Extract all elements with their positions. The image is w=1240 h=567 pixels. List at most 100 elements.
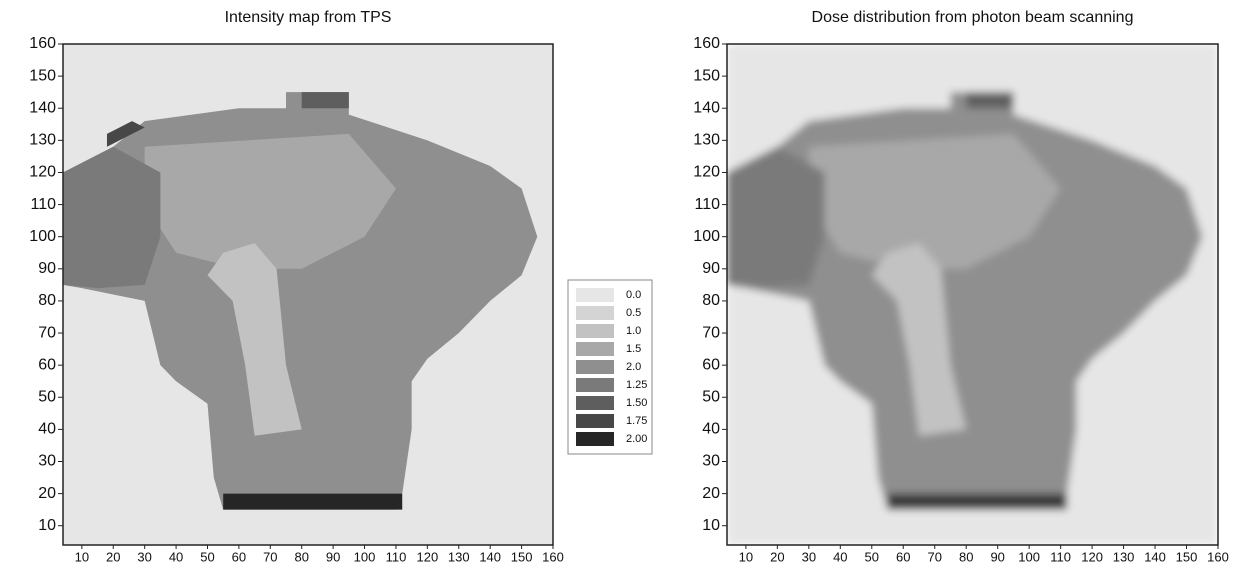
legend-label: 0.0 [626, 289, 641, 301]
y-tick-label: 100 [693, 228, 720, 245]
y-tick-label: 90 [702, 260, 720, 277]
y-tick-label: 60 [38, 356, 56, 373]
x-tick-label: 140 [1144, 549, 1166, 564]
legend-swatch [576, 342, 614, 356]
legend-swatch [576, 288, 614, 302]
y-tick-label: 80 [38, 292, 56, 309]
legend-swatch [576, 396, 614, 410]
x-tick-label: 150 [511, 549, 533, 564]
x-tick-label: 60 [232, 549, 246, 564]
y-tick-label: 80 [702, 292, 720, 309]
x-tick-label: 80 [959, 549, 973, 564]
intensity-region [63, 146, 161, 289]
legend-swatch [576, 306, 614, 320]
x-tick-label: 140 [479, 549, 501, 564]
x-tick-label: 120 [417, 549, 439, 564]
y-tick-label: 100 [29, 228, 56, 245]
plot-frame [62, 43, 554, 546]
legend-label: 2.00 [626, 433, 647, 445]
x-tick-label: 130 [1113, 549, 1135, 564]
x-tick-label: 30 [137, 549, 151, 564]
x-tick-label: 80 [294, 549, 308, 564]
heatmap-cells [63, 44, 553, 545]
legend-swatch [576, 360, 614, 374]
y-tick-label: 30 [38, 453, 56, 470]
y-tick-label: 40 [702, 421, 720, 438]
y-tick-label: 70 [38, 324, 56, 341]
x-tick-label: 60 [896, 549, 910, 564]
legend-swatch [576, 414, 614, 428]
legend-label: 0.5 [626, 307, 641, 319]
x-tick-label: 20 [770, 549, 784, 564]
chart-title: Dose distribution from photon beam scann… [812, 9, 1134, 26]
x-tick-label: 20 [106, 549, 120, 564]
intensity-region [106, 121, 145, 147]
legend-swatch [576, 324, 614, 338]
y-tick-label: 130 [693, 132, 720, 149]
legend-label: 1.0 [626, 325, 641, 337]
y-tick-label: 20 [38, 485, 56, 502]
legend-label: 1.50 [626, 397, 647, 409]
y-tick-label: 50 [38, 388, 56, 405]
y-tick-label: 140 [29, 99, 56, 116]
x-tick-label: 30 [802, 549, 816, 564]
intensity-region [144, 133, 396, 269]
x-tick-label: 90 [326, 549, 340, 564]
intensity-region [207, 243, 302, 436]
intensity-region [727, 146, 825, 289]
x-tick-label: 70 [263, 549, 277, 564]
intensity-region [871, 243, 967, 436]
y-tick-label: 10 [702, 517, 720, 534]
y-tick-label: 30 [702, 453, 720, 470]
x-tick-label: 160 [1207, 549, 1229, 564]
legend-label: 2.0 [626, 361, 641, 373]
legend-swatch [576, 432, 614, 446]
y-tick-label: 110 [30, 196, 56, 213]
legend-label: 1.75 [626, 415, 647, 427]
heatmap-cells [727, 44, 1218, 545]
x-tick-label: 10 [739, 549, 753, 564]
x-tick-label: 110 [386, 549, 407, 564]
intensity-region [966, 92, 1014, 109]
y-tick-label: 90 [38, 260, 56, 277]
legend-swatch [576, 378, 614, 392]
x-tick-label: 160 [542, 549, 564, 564]
y-tick-label: 20 [702, 485, 720, 502]
y-tick-label: 120 [693, 164, 720, 181]
x-tick-label: 90 [990, 549, 1004, 564]
plot-frame [726, 43, 1219, 546]
heatmap [727, 44, 1218, 545]
x-tick-label: 50 [200, 549, 214, 564]
intensity-region [301, 92, 349, 109]
x-tick-label: 100 [1018, 549, 1040, 564]
x-tick-label: 70 [927, 549, 941, 564]
y-tick-label: 10 [38, 517, 56, 534]
x-tick-label: 40 [833, 549, 847, 564]
y-tick-label: 110 [694, 196, 720, 213]
y-tick-label: 150 [693, 67, 720, 84]
x-tick-label: 10 [75, 549, 89, 564]
y-tick-label: 60 [702, 356, 720, 373]
intensity-region [887, 493, 1067, 510]
intensity-region [223, 493, 403, 510]
x-tick-label: 110 [1050, 549, 1071, 564]
y-tick-label: 160 [29, 35, 56, 52]
x-tick-label: 40 [169, 549, 183, 564]
legend: 0.0 0.5 1.0 1.5 2.0 1.25 1.50 1.75 2.00 [567, 279, 653, 455]
legend-label: 1.5 [626, 343, 641, 355]
y-tick-label: 140 [693, 99, 720, 116]
intensity-region [808, 133, 1061, 269]
x-tick-label: 100 [354, 549, 376, 564]
y-tick-label: 40 [38, 421, 56, 438]
y-tick-label: 160 [693, 35, 720, 52]
legend-label: 1.25 [626, 379, 647, 391]
chart-title: Intensity map from TPS [225, 9, 392, 26]
y-tick-label: 120 [29, 164, 56, 181]
x-tick-label: 50 [865, 549, 879, 564]
x-tick-label: 120 [1081, 549, 1103, 564]
y-tick-label: 130 [29, 132, 56, 149]
y-tick-label: 70 [702, 324, 720, 341]
heatmap [63, 44, 553, 545]
